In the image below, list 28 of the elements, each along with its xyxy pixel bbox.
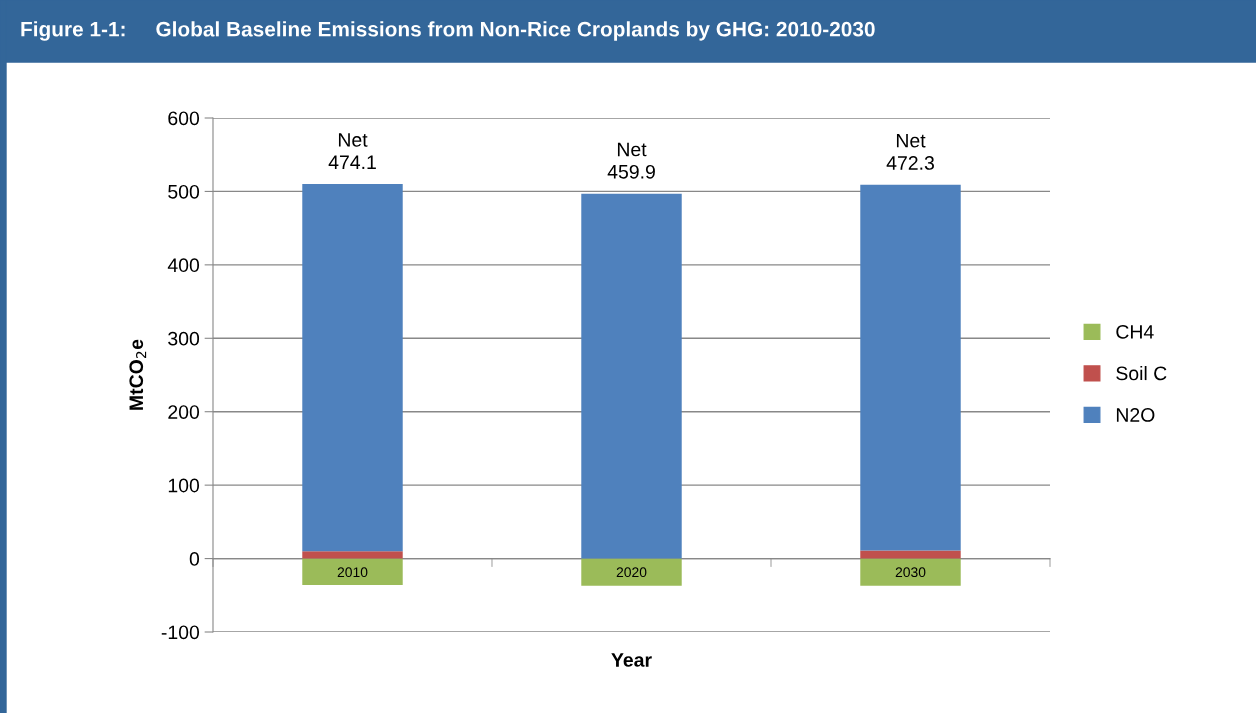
legend-label: CH4 (1116, 324, 1154, 339)
y-tick-label: 100 (168, 478, 200, 493)
y-tick-label: 300 (168, 331, 200, 346)
y-axis-title: MtCO$_{2}$e (129, 339, 147, 410)
y-tick-label: 600 (168, 111, 200, 126)
total-label: Net 474.1 (328, 133, 376, 169)
legend-label: N2O (1116, 408, 1155, 422)
bar (302, 551, 403, 559)
x-tick-label: 2030 (895, 567, 926, 578)
total-label: Net 472.3 (886, 133, 934, 170)
y-tick-label: 400 (167, 258, 200, 273)
y-tick-label: 500 (168, 184, 200, 199)
bar (581, 558, 682, 586)
bar (860, 184, 961, 551)
bar (302, 558, 403, 586)
bar (581, 193, 682, 559)
legend-label: Soil C (1116, 365, 1167, 381)
bar (860, 558, 961, 586)
bar (860, 550, 961, 559)
y-tick-label: 200 (168, 405, 200, 419)
bar (302, 184, 403, 552)
y-tick-label: -100 (161, 625, 200, 640)
total-label: Net 459.9 (607, 142, 655, 179)
x-tick-label: 2020 (616, 567, 647, 578)
x-axis-title: Year (611, 653, 652, 667)
chart-title: Figure 1-1: Global Baseline Emissions from Non-Rice Croplands by GHG: 2010-2030 (21, 21, 875, 41)
x-tick-label: 2010 (337, 567, 368, 578)
y-tick-label: 0 (189, 552, 200, 566)
